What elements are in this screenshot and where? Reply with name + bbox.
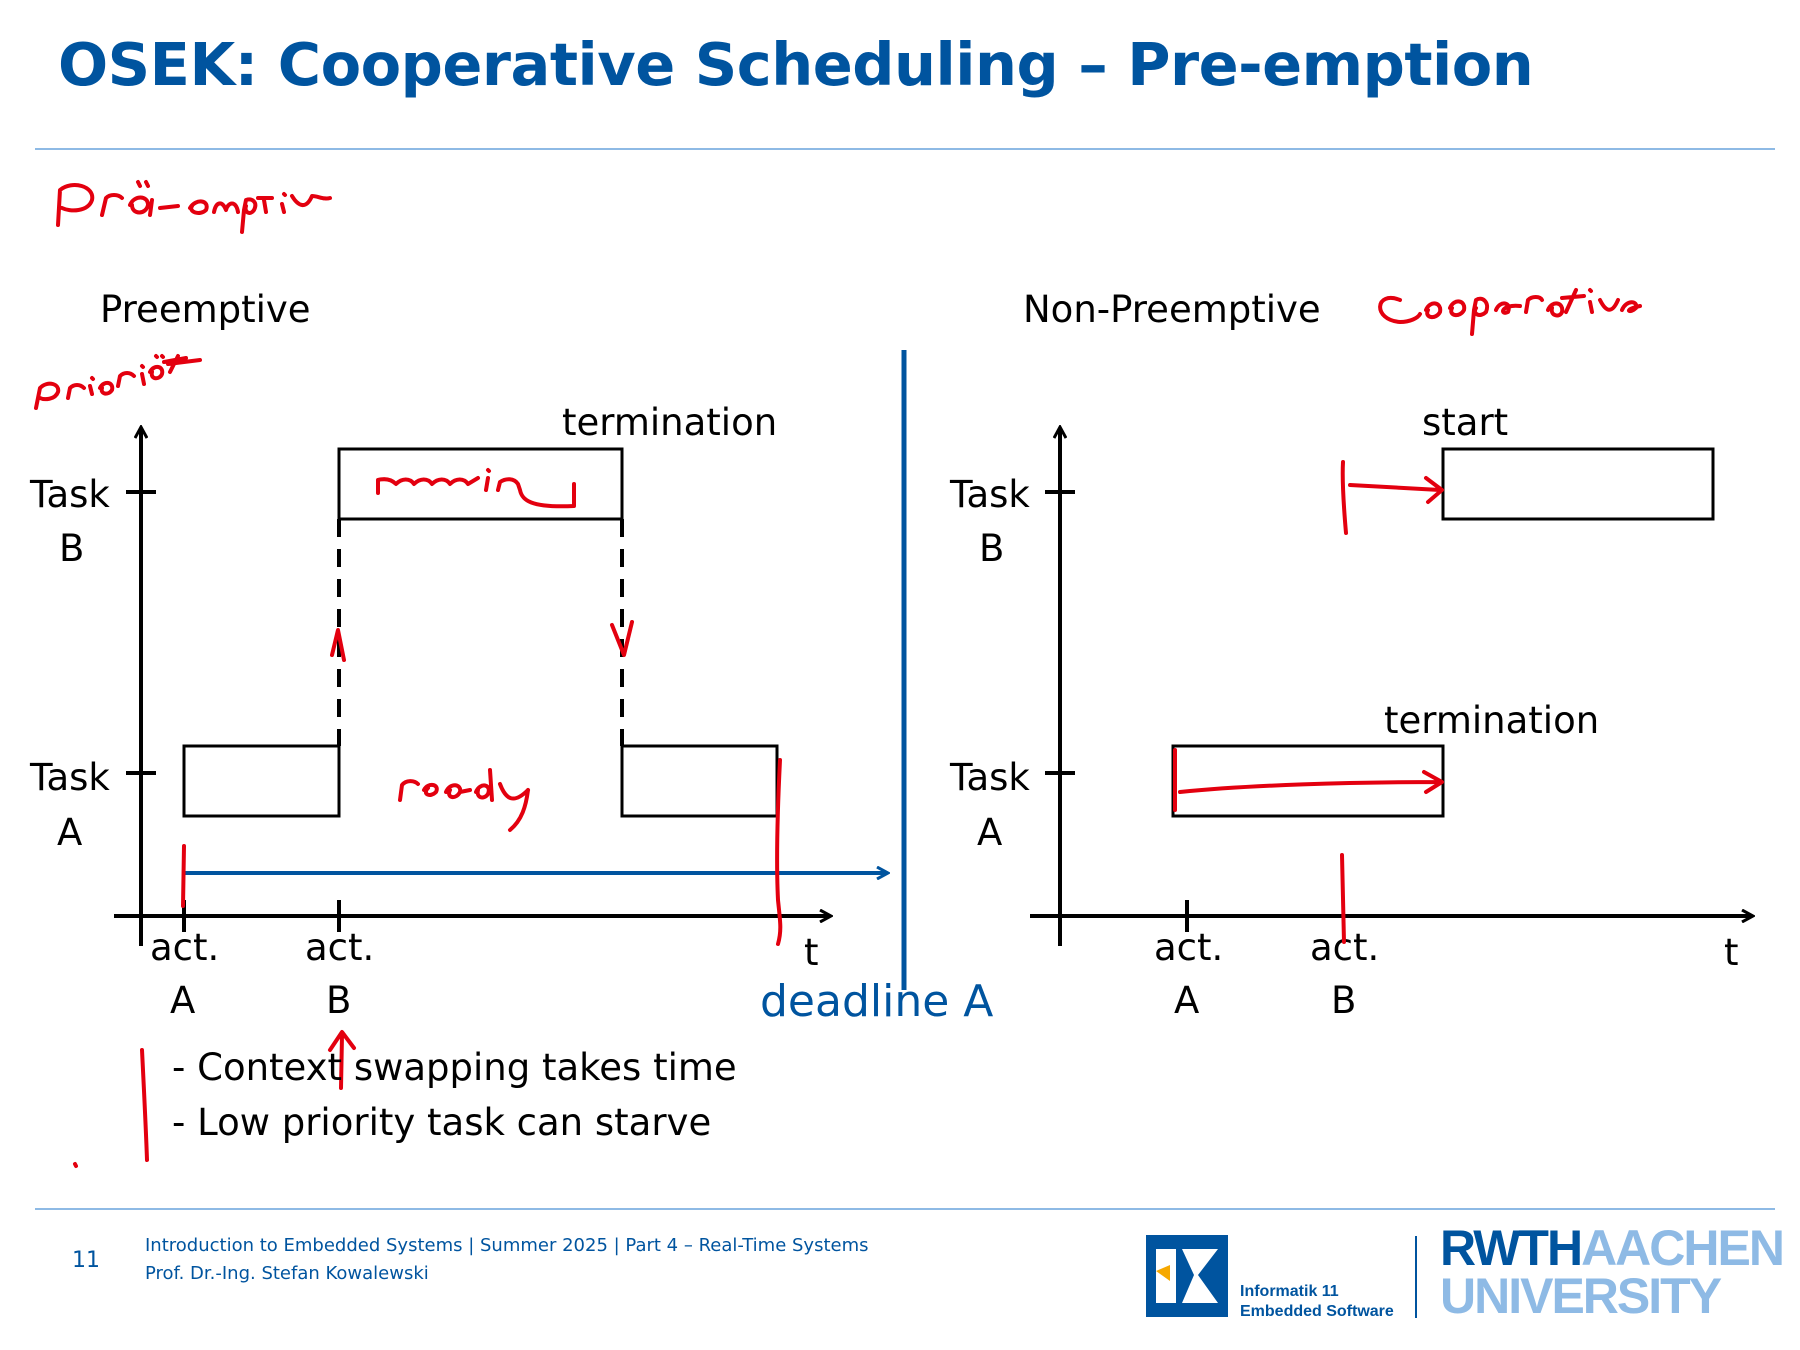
footer-rule [35,1208,1775,1210]
task-b-label-right-line2: B [979,527,1004,570]
task-a-label-right-line2: A [977,811,1002,854]
page-number: 11 [72,1248,100,1273]
time-label-right: t [1724,931,1739,974]
resume-down-arrow [610,620,634,657]
dot-mark [73,1162,78,1168]
task-a-label-line1: Task [29,756,110,799]
bullet-list: - Context swapping takes time - Low prio… [172,1040,737,1150]
institute-name: Informatik 11 [1240,1283,1339,1300]
bullet-item: - Low priority task can starve [172,1101,712,1144]
start-arrow [1340,460,1444,535]
preempt-up-arrow [330,628,346,662]
note-running [376,468,576,509]
note-cooperative [1378,288,1642,336]
task-a-label-right-line1: Task [949,756,1030,799]
task-a-segment-1 [182,744,341,818]
bullet-mark [140,1048,149,1162]
university-logo: RWTHAACHEN UNIVERSITY [1440,1223,1785,1324]
act-b-label-line1: act. [305,926,374,969]
deadline-label: deadline A [760,976,993,1027]
slide-title: OSEK: Cooperative Scheduling – Pre-empti… [58,30,1534,99]
note-praemptiv [56,180,332,234]
task-b-segment [337,447,624,521]
act-b-label-line2: B [326,979,351,1022]
footer-text: Introduction to Embedded Systems | Summe… [145,1232,869,1288]
bullet-item: - Context swapping takes time [172,1046,737,1089]
institute-subtitle: Embedded Software [1240,1303,1394,1320]
task-a-segment-2 [620,744,779,818]
handwritten-annotations [34,180,1642,1168]
run-arrow [1173,748,1444,812]
non-preemptive-diagram: Non-Preemptive Task B Task A start termi… [949,288,1752,1022]
university-logo-part1: RWTH [1440,1220,1583,1276]
act-a-label-line1: act. [150,926,219,969]
header-rule [35,148,1775,150]
footer-line2: Prof. Dr.-Ing. Stefan Kowalewski [145,1263,429,1284]
university-logo-part2: AACHEN [1581,1220,1785,1276]
preemptive-diagram: Preemptive Task B Task A termination t a… [29,288,993,1027]
start-label: start [1422,401,1508,444]
institute-logo-icon [1146,1235,1228,1317]
note-ready [398,768,530,832]
act-a-label-right-line2: A [1174,979,1199,1022]
act-a-label-right-line1: act. [1154,926,1223,969]
task-b-label-right-line1: Task [949,473,1030,516]
act-b-arrow [328,1030,356,1090]
deadline-mark [775,758,783,946]
institute-logo-text: Informatik 11 Embedded Software [1240,1282,1394,1322]
task-b-label-line2: B [59,527,84,570]
act-a-label-line2: A [170,979,195,1022]
logo-separator [1415,1236,1417,1318]
act-b-mark-right [1340,853,1346,944]
non-preemptive-heading: Non-Preemptive [1023,288,1321,331]
preemptive-heading: Preemptive [100,288,311,331]
task-b-label-line1: Task [29,473,110,516]
act-b-label-right-line2: B [1331,979,1356,1022]
termination-label-right: termination [1384,699,1599,742]
footer-line1: Introduction to Embedded Systems | Summe… [145,1235,869,1256]
university-logo-part3: UNIVERSITY [1440,1268,1722,1324]
act-a-mark [181,844,186,908]
termination-label: termination [562,401,777,444]
task-b-segment-right [1441,447,1715,521]
time-label: t [804,931,819,974]
note-prioritaet [34,354,202,410]
task-a-label-line2: A [57,811,82,854]
